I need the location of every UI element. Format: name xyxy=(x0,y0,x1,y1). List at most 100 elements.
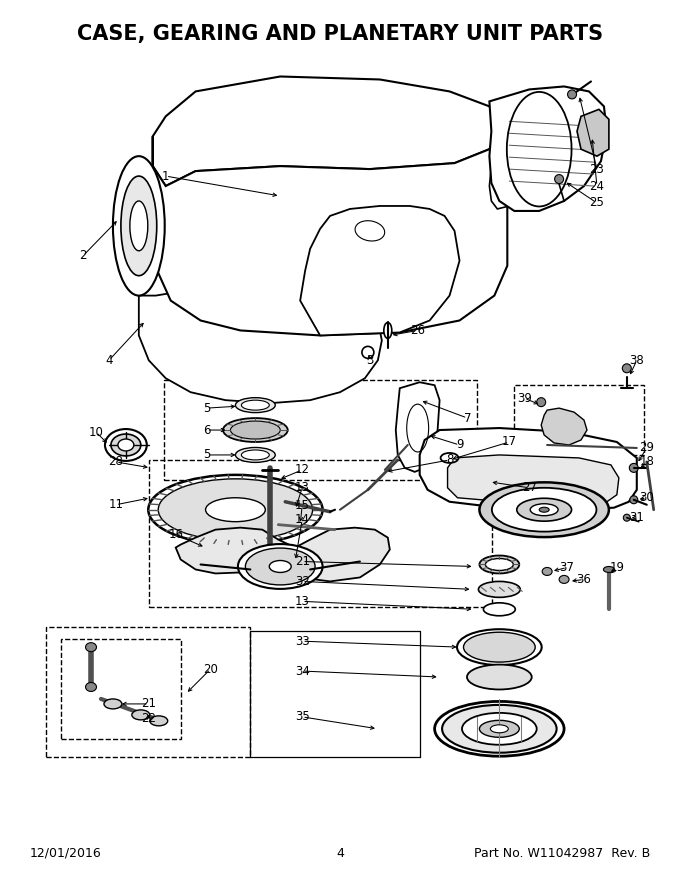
Text: 4: 4 xyxy=(105,354,113,367)
Ellipse shape xyxy=(629,464,639,473)
Bar xyxy=(164,380,477,480)
Ellipse shape xyxy=(130,201,148,251)
Ellipse shape xyxy=(568,90,577,99)
Ellipse shape xyxy=(559,576,569,583)
Text: 5: 5 xyxy=(203,401,210,414)
Ellipse shape xyxy=(464,632,535,662)
Ellipse shape xyxy=(490,725,509,733)
Bar xyxy=(46,627,250,757)
Ellipse shape xyxy=(113,156,165,296)
Ellipse shape xyxy=(542,568,552,576)
Ellipse shape xyxy=(241,400,269,410)
Ellipse shape xyxy=(630,495,638,503)
Ellipse shape xyxy=(462,713,537,744)
Text: 29: 29 xyxy=(639,442,654,454)
Text: 18: 18 xyxy=(639,456,654,468)
Text: 15: 15 xyxy=(294,499,309,512)
Text: 23: 23 xyxy=(590,163,605,176)
Text: 19: 19 xyxy=(609,561,624,574)
Ellipse shape xyxy=(238,544,322,589)
Ellipse shape xyxy=(435,701,564,756)
Ellipse shape xyxy=(492,488,596,532)
Ellipse shape xyxy=(269,561,291,573)
Bar xyxy=(149,460,492,607)
Ellipse shape xyxy=(235,398,275,413)
Text: 39: 39 xyxy=(517,392,532,405)
Polygon shape xyxy=(490,146,524,209)
Ellipse shape xyxy=(622,363,631,373)
Text: 11: 11 xyxy=(108,498,123,511)
Ellipse shape xyxy=(223,418,288,442)
Polygon shape xyxy=(396,382,439,472)
Polygon shape xyxy=(175,528,390,582)
Ellipse shape xyxy=(479,721,520,737)
Ellipse shape xyxy=(479,582,520,598)
Text: 12/01/2016: 12/01/2016 xyxy=(29,847,101,860)
Ellipse shape xyxy=(530,503,558,516)
Text: 35: 35 xyxy=(295,710,309,723)
Text: 1: 1 xyxy=(162,170,169,182)
Ellipse shape xyxy=(150,715,168,726)
Polygon shape xyxy=(300,206,460,335)
Text: 6: 6 xyxy=(203,423,210,436)
Ellipse shape xyxy=(486,559,513,570)
Text: 9: 9 xyxy=(456,438,463,451)
Polygon shape xyxy=(490,86,607,211)
Text: 31: 31 xyxy=(630,511,644,524)
Ellipse shape xyxy=(148,475,322,545)
Ellipse shape xyxy=(105,429,147,461)
Polygon shape xyxy=(420,428,636,510)
Polygon shape xyxy=(541,408,587,445)
Text: 30: 30 xyxy=(639,491,654,504)
Ellipse shape xyxy=(132,710,150,720)
Text: 22: 22 xyxy=(141,712,156,725)
Ellipse shape xyxy=(441,453,458,463)
Text: 26: 26 xyxy=(410,324,425,337)
Text: 38: 38 xyxy=(630,354,644,367)
Ellipse shape xyxy=(483,603,515,616)
Text: 5: 5 xyxy=(203,449,210,461)
Polygon shape xyxy=(139,282,382,403)
Ellipse shape xyxy=(384,322,392,339)
Text: 16: 16 xyxy=(168,528,183,541)
Ellipse shape xyxy=(467,664,532,689)
Ellipse shape xyxy=(362,347,374,358)
Text: 33: 33 xyxy=(295,634,309,648)
Text: 8: 8 xyxy=(446,453,454,466)
Text: 12: 12 xyxy=(294,464,309,476)
Text: Part No. W11042987  Rev. B: Part No. W11042987 Rev. B xyxy=(475,847,651,860)
Polygon shape xyxy=(577,109,609,156)
Text: 27: 27 xyxy=(522,481,537,495)
Ellipse shape xyxy=(86,642,97,651)
Ellipse shape xyxy=(442,705,557,752)
Text: 28: 28 xyxy=(109,456,123,468)
Polygon shape xyxy=(153,77,499,186)
Polygon shape xyxy=(447,455,619,503)
Ellipse shape xyxy=(265,551,276,559)
Text: 3: 3 xyxy=(367,354,373,367)
Ellipse shape xyxy=(118,439,134,451)
Ellipse shape xyxy=(479,482,609,537)
Ellipse shape xyxy=(555,174,564,184)
Ellipse shape xyxy=(86,683,97,692)
Ellipse shape xyxy=(457,629,542,665)
Text: 34: 34 xyxy=(294,664,309,678)
Text: 20: 20 xyxy=(203,663,218,676)
Text: 7: 7 xyxy=(464,412,471,424)
Ellipse shape xyxy=(205,498,265,522)
Text: 10: 10 xyxy=(88,426,103,438)
Text: 17: 17 xyxy=(502,436,517,449)
Text: CASE, GEARING AND PLANETARY UNIT PARTS: CASE, GEARING AND PLANETARY UNIT PARTS xyxy=(77,24,603,44)
Bar xyxy=(61,639,181,739)
Ellipse shape xyxy=(355,221,385,241)
Text: 36: 36 xyxy=(577,573,592,586)
Ellipse shape xyxy=(603,567,614,573)
Ellipse shape xyxy=(158,479,313,540)
Text: 13: 13 xyxy=(294,481,309,495)
Text: 21: 21 xyxy=(141,698,156,710)
Text: 32: 32 xyxy=(294,575,309,588)
Ellipse shape xyxy=(245,548,315,585)
Text: 37: 37 xyxy=(560,561,575,574)
Ellipse shape xyxy=(121,176,157,275)
Text: 4: 4 xyxy=(336,847,344,860)
